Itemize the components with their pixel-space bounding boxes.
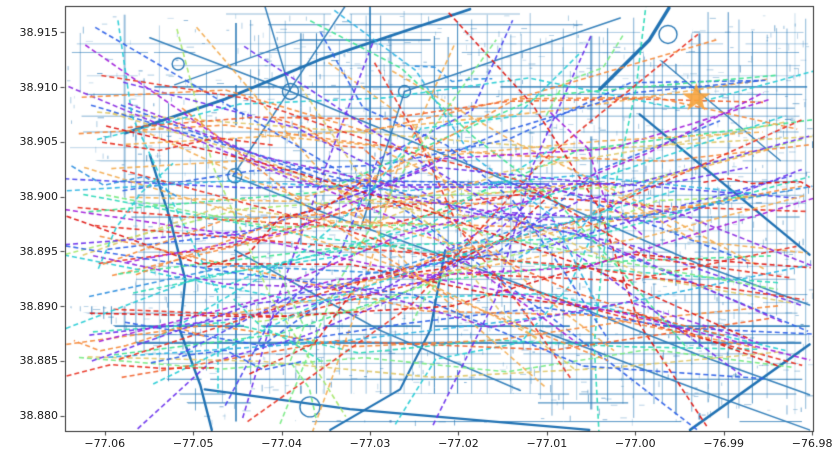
y-tick-label: 38.905 xyxy=(19,135,59,149)
y-tick-label: 38.890 xyxy=(19,299,59,313)
x-tick-label: −77.05 xyxy=(172,437,214,450)
y-tick-label: 38.895 xyxy=(19,244,59,258)
x-tick-label: −77.03 xyxy=(349,437,391,450)
y-tick-label: 38.880 xyxy=(19,409,59,423)
x-tick-label: −77.04 xyxy=(261,437,302,450)
y-tick-label: 38.915 xyxy=(19,25,59,39)
x-tick-label: −77.00 xyxy=(614,437,656,450)
x-tick-label: −76.98 xyxy=(791,437,833,450)
y-tick-label: 38.900 xyxy=(19,190,59,204)
y-tick-label: 38.885 xyxy=(19,354,59,368)
x-tick-label: −77.02 xyxy=(438,437,479,450)
y-tick-label: 38.910 xyxy=(19,80,59,94)
x-tick-label: −77.06 xyxy=(84,437,126,450)
x-tick-label: −76.99 xyxy=(703,437,745,450)
x-tick-label: −77.01 xyxy=(526,437,568,450)
